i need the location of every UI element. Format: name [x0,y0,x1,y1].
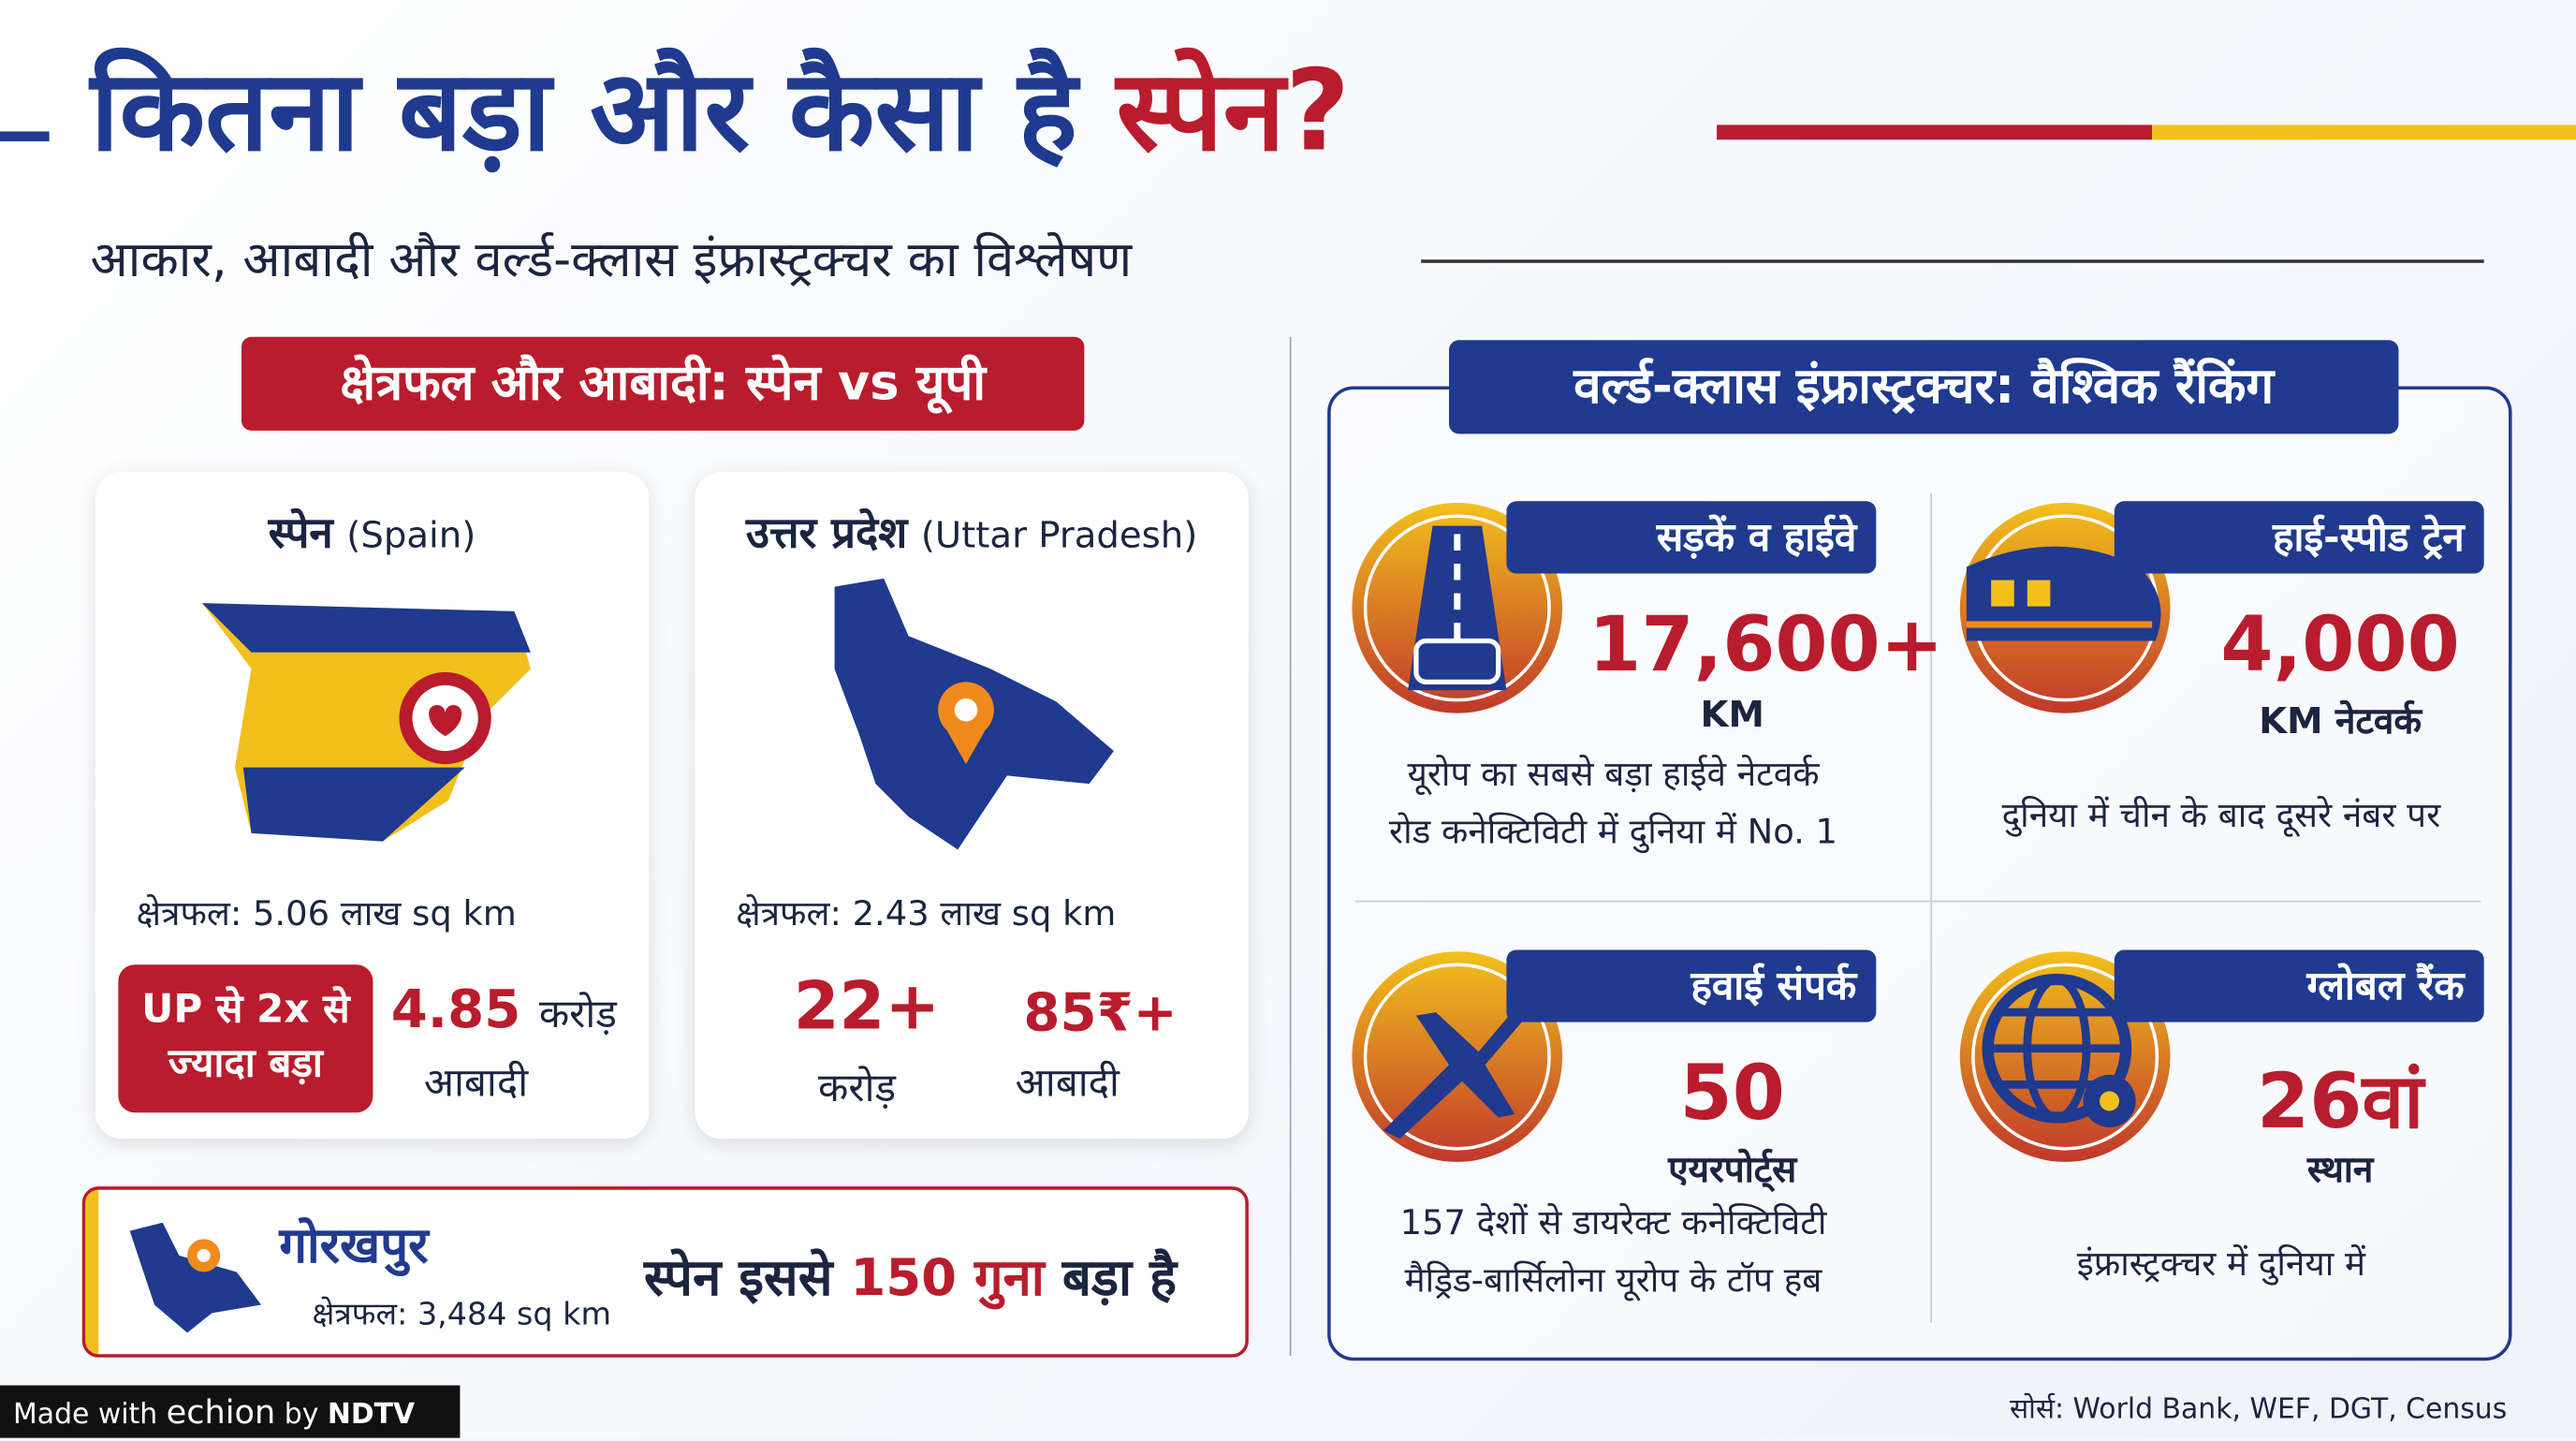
spain-card: स्पेन (Spain) क्षेत्रफल: 5.06 लाख sq km … [95,471,650,1140]
area: क्षेत्रफल: 3,484 sq km [312,1296,611,1333]
item-description: इंफ्रास्ट्रक्चर में दुनिया में [2076,1243,2366,1284]
item-unit: KM [1700,695,1764,737]
statement-pre: स्पेन इससे [643,1248,833,1309]
title: कितना बड़ा और कैसा है स्पेन? [91,30,1351,183]
stat-value: 22+ [793,969,941,1046]
divider [1354,900,2481,903]
area: क्षेत्रफल: 5.06 लाख sq km [136,893,517,934]
infrastructure-item: ग्लोबल रैंक 26वां स्थान इंफ्रास्ट्रक्चर में… [1958,949,2484,1344]
statement-post: बड़ा है [1061,1248,1177,1309]
population-label: आबादी [423,1060,529,1107]
item-value: 4,000 [2220,599,2460,689]
gorakhpur-box: गोरखपुर क्षेत्रफल: 3,484 sq km स्पेन इसस… [81,1186,1249,1358]
item-label: ग्लोबल रैंक [2114,949,2484,1022]
item-value: 50 [1679,1048,1785,1138]
name-en: (Spain) [346,516,476,557]
title-main: कितना बड़ा और कैसा है [90,47,1077,178]
title-highlight: स्पेन? [1116,47,1351,178]
up-card: उत्तर प्रदेश (Uttar Pradesh) क्षेत्रफल: … [695,471,1249,1140]
credit-prefix: Made with [13,1398,158,1432]
rule [1421,259,2484,263]
accent-bar [85,1189,99,1355]
brand: echion [166,1391,276,1432]
card-title: स्पेन (Spain) [95,501,649,560]
name: स्पेन [268,509,333,559]
population-unit: करोड़ [538,991,617,1037]
stat-label: आबादी [1015,1060,1120,1107]
infrastructure-item: सड़कें व हाईवे 17,600+ KM यूरोप का सबसे बड़… [1351,501,1944,895]
name-en: (Uttar Pradesh) [920,516,1198,557]
stat-unit: करोड़ [818,1065,897,1111]
badge-line: ज्यादा बड़ा [168,1039,323,1087]
statement: स्पेन इससे 150 गुना बड़ा है [644,1242,1177,1312]
badge-line: UP से 2x से [141,986,350,1033]
divider [1930,493,1932,1323]
org: NDTV [327,1398,416,1432]
up-map [834,578,1114,850]
infrastructure-item: हवाई संपर्क 50 एयरपोर्ट्स 157 देशों से डायर… [1351,949,1877,1344]
item-description: मैड्रिड-बार्सिलोना यूरोप के टॉप हब [1404,1260,1822,1301]
item-unit: एयरपोर्ट्स [1668,1150,1797,1192]
credit-by: by [284,1398,319,1432]
item-value: 26वां [2257,1056,2424,1146]
item-unit: KM नेटवर्क [2259,701,2422,743]
accent-line [2152,125,2576,140]
spain-map [201,603,531,842]
accent-line [1717,125,2153,140]
item-description: रोड कनेक्टिविटी में दुनिया में No. 1 [1388,812,1837,852]
statement-highlight: 150 गुना [850,1248,1045,1309]
area: क्षेत्रफल: 2.43 लाख sq km [736,893,1117,934]
section-heading: क्षेत्रफल और आबादी: स्पेन vs यूपी [241,336,1085,431]
divider [1289,336,1292,1356]
item-label: सड़कें व हाईवे [1506,501,1877,574]
gorakhpur-map [129,1222,262,1333]
infrastructure-item: हाई-स्पीड ट्रेन 4,000 KM नेटवर्क दुनिया में… [1958,501,2484,895]
item-description: दुनिया में चीन के बाद दूसरे नंबर पर [2001,795,2441,835]
population-value: 4.85 [390,978,521,1040]
section-heading: वर्ल्ड-क्लास इंफ्रास्ट्रक्चर: वैश्विक रै… [1448,340,2399,434]
name: उत्तर प्रदेश [745,509,908,559]
stat-value: 85₹+ [1023,980,1178,1044]
item-label: हाई-स्पीड ट्रेन [2114,501,2484,574]
item-description: 157 देशों से डायरेक्ट कनेक्टिविटी [1399,1202,1827,1242]
item-unit: स्थान [2306,1150,2374,1192]
item-label: हवाई संपर्क [1506,949,1877,1022]
accent-dash [0,131,50,141]
item-description: यूरोप का सबसे बड़ा हाईवे नेटवर्क [1407,754,1820,794]
subtitle: आकार, आबादी और वर्ल्ड-क्लास इंफ्रास्ट्रक… [90,231,1133,289]
credit: Made with echion by NDTV [0,1385,461,1438]
source: सोर्स: World Bank, WEF, DGT, Census [2009,1393,2508,1427]
item-value: 17,600+ [1588,599,1944,689]
city-name: गोरखपुर [279,1217,429,1275]
